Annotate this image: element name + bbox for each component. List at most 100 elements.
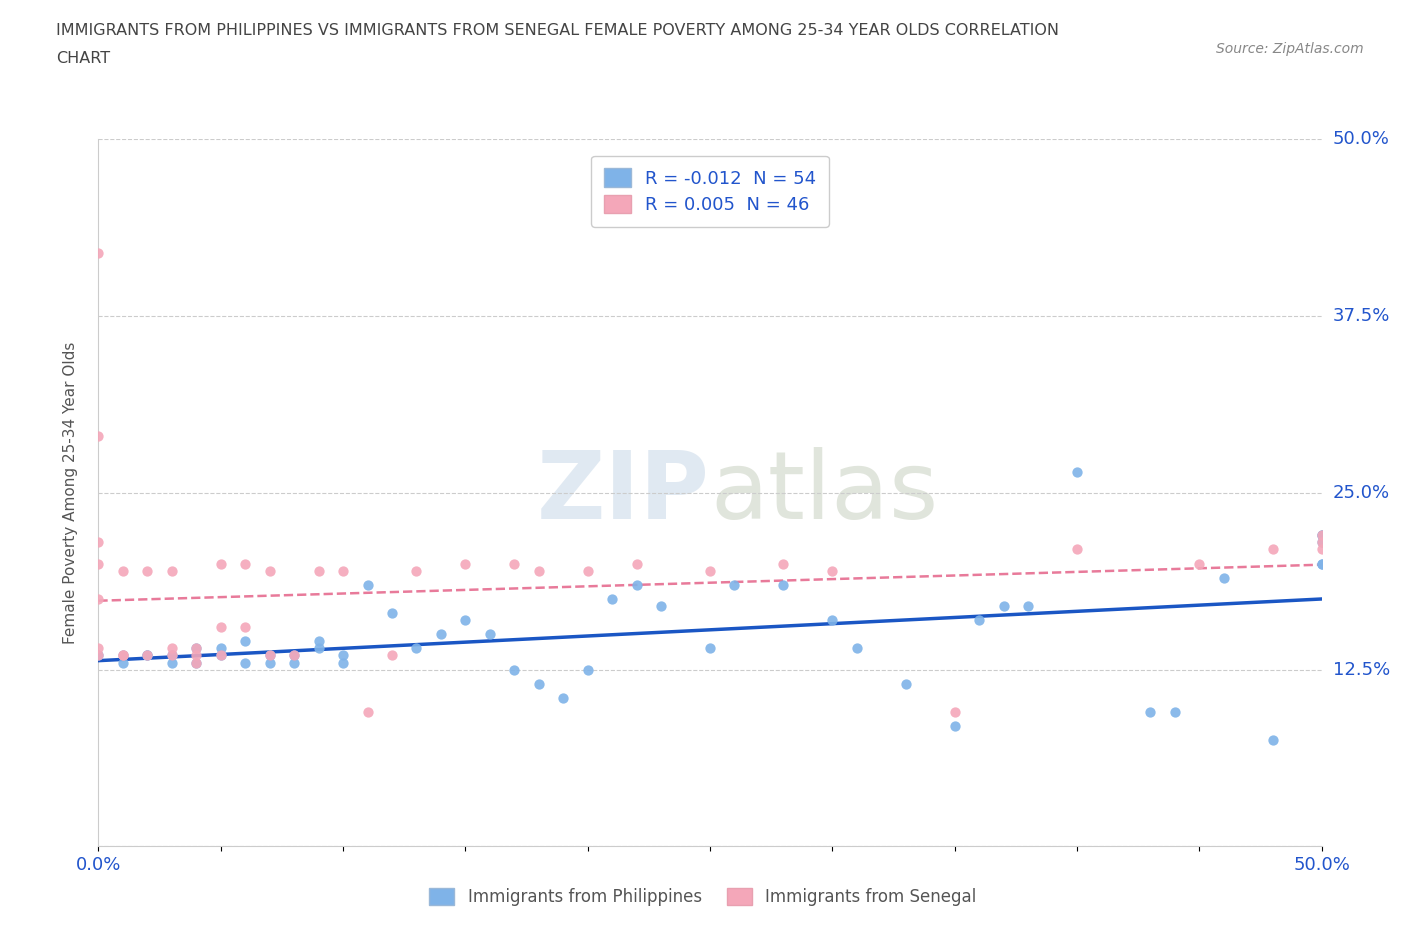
Point [650,599,672,614]
Text: 37.5%: 37.5% [1333,307,1391,326]
Point [186,655,208,670]
Point [160,648,183,663]
Point [259,648,281,663]
Point [136,564,159,578]
Point [772,578,794,592]
Point [894,676,917,691]
Point [967,613,990,628]
Point [233,634,256,649]
Point [553,690,575,705]
Point [87,429,110,444]
Point [626,578,648,592]
Point [136,648,159,663]
Point [405,641,427,656]
Point [1310,556,1333,571]
Point [186,655,208,670]
Point [1212,570,1234,585]
Point [503,556,526,571]
Point [186,641,208,656]
Text: 25.0%: 25.0% [1333,484,1391,502]
Point [160,641,183,656]
Point [259,564,281,578]
Text: Source: ZipAtlas.com: Source: ZipAtlas.com [1216,42,1364,56]
Point [1164,705,1187,720]
Point [1017,599,1039,614]
Point [576,662,599,677]
Point [821,564,844,578]
Point [1188,556,1211,571]
Point [233,655,256,670]
Point [1261,733,1284,748]
Point [454,613,477,628]
Point [772,556,794,571]
Point [699,564,721,578]
Point [478,627,501,642]
Point [699,641,721,656]
Point [332,655,354,670]
Point [1261,542,1284,557]
Point [723,578,745,592]
Point [87,535,110,550]
Point [111,648,134,663]
Point [308,634,330,649]
Point [111,655,134,670]
Point [1139,705,1161,720]
Point [943,719,966,734]
Point [186,641,208,656]
Point [454,556,477,571]
Point [1310,528,1333,543]
Point [136,648,159,663]
Point [283,648,305,663]
Text: CHART: CHART [56,51,110,66]
Point [160,648,183,663]
Point [111,648,134,663]
Point [356,705,378,720]
Point [527,676,550,691]
Text: atlas: atlas [710,447,938,538]
Point [1310,528,1333,543]
Text: IMMIGRANTS FROM PHILIPPINES VS IMMIGRANTS FROM SENEGAL FEMALE POVERTY AMONG 25-3: IMMIGRANTS FROM PHILIPPINES VS IMMIGRANT… [56,23,1059,38]
Point [1310,556,1333,571]
Point [283,655,305,670]
Point [259,648,281,663]
Point [993,599,1015,614]
Point [1310,535,1333,550]
Point [87,648,110,663]
Point [209,641,232,656]
Point [430,627,453,642]
Text: 50.0%: 50.0% [1333,130,1389,149]
Point [87,648,110,663]
Legend: R = -0.012  N = 54, R = 0.005  N = 46: R = -0.012 N = 54, R = 0.005 N = 46 [591,155,830,227]
Point [626,556,648,571]
Point [600,591,623,606]
Point [503,662,526,677]
Point [527,564,550,578]
Point [332,564,354,578]
Point [209,619,232,634]
Point [87,641,110,656]
Y-axis label: Female Poverty Among 25-34 Year Olds: Female Poverty Among 25-34 Year Olds [63,341,77,644]
Point [209,648,232,663]
Point [136,648,159,663]
Point [308,564,330,578]
Point [821,613,844,628]
Point [209,648,232,663]
Point [1310,535,1333,550]
Point [1066,464,1088,479]
Point [356,578,378,592]
Point [308,641,330,656]
Point [233,619,256,634]
Point [381,648,404,663]
Point [186,648,208,663]
Point [845,641,868,656]
Point [259,655,281,670]
Point [283,648,305,663]
Point [209,556,232,571]
Legend: Immigrants from Philippines, Immigrants from Senegal: Immigrants from Philippines, Immigrants … [423,881,983,912]
Point [1310,528,1333,543]
Text: ZIP: ZIP [537,447,710,538]
Point [111,564,134,578]
Point [381,605,404,620]
Point [405,564,427,578]
Point [87,246,110,260]
